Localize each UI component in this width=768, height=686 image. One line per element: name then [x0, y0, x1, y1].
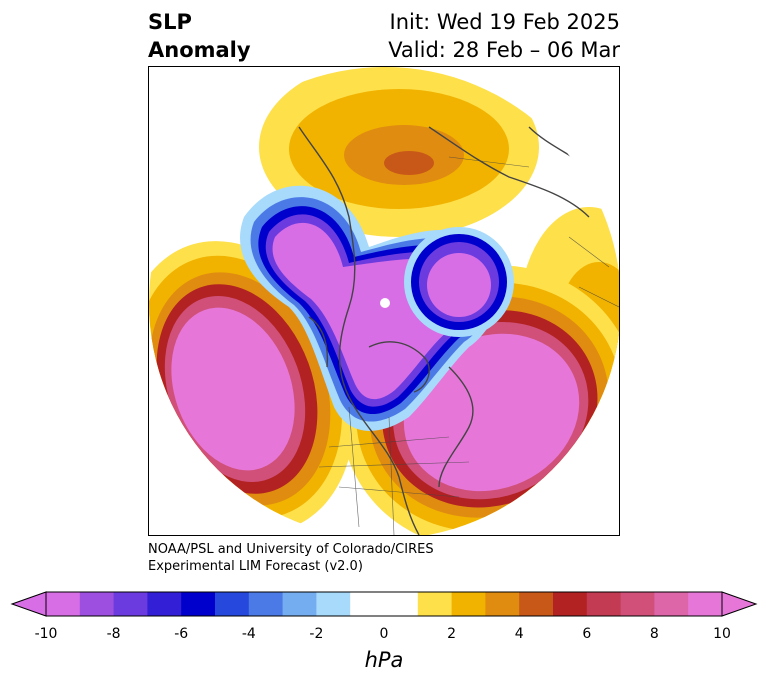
colorbar-block [688, 592, 723, 616]
colorbar-unit: hPa [364, 648, 404, 672]
map-graphic [149, 67, 619, 535]
north-pole-marker [380, 298, 390, 308]
colorbar-tick-label: -8 [106, 626, 121, 642]
colorbar-tick-label: 0 [379, 626, 389, 642]
init-date: Init: Wed 19 Feb 2025 [389, 10, 620, 34]
colorbar-block [384, 592, 419, 616]
colorbar-tick-label: 2 [447, 626, 457, 642]
valid-dates: Valid: 28 Feb – 06 Mar [388, 38, 620, 62]
colorbar-block [553, 592, 588, 616]
title-line-2: Anomaly [148, 38, 251, 62]
colorbar-block [316, 592, 351, 616]
colorbar-tick-label: -4 [241, 626, 256, 642]
colorbar-tick-label: 6 [582, 626, 592, 642]
colorbar-block [181, 592, 216, 616]
colorbar-block [248, 592, 284, 616]
credit-text: NOAA/PSL and University of Colorado/CIRE… [148, 541, 434, 575]
credit-line-2: Experimental LIM Forecast (v2.0) [148, 559, 363, 574]
colorbar-high-extension [721, 591, 758, 617]
colorbar-block [451, 592, 486, 616]
colorbar-block [417, 592, 453, 616]
colorbar-block [215, 592, 250, 616]
map-title: SLP Anomaly [148, 8, 251, 64]
colorbar-block [620, 592, 655, 616]
colorbar-tick-label: -10 [34, 626, 58, 642]
colorbar-block [282, 592, 317, 616]
colorbar-frame [45, 591, 723, 617]
colorbar-block [79, 592, 115, 616]
slp-anomaly-map [148, 66, 620, 536]
negative-anomaly-greenland [404, 227, 514, 337]
positive-anomaly-north [259, 67, 539, 237]
colorbar-tick-labels: -10 -8 -6 -4 -2 0 2 4 6 8 10 [0, 626, 768, 646]
colorbar-tick-label: -6 [174, 626, 189, 642]
colorbar-block [654, 592, 689, 616]
colorbar-block [113, 592, 148, 616]
forecast-dates: Init: Wed 19 Feb 2025 Valid: 28 Feb – 06… [388, 8, 620, 64]
colorbar-tick-label: 4 [514, 626, 524, 642]
colorbar-tick-label: 8 [649, 626, 659, 642]
colorbar-block [46, 592, 81, 616]
colorbar-block [586, 592, 622, 616]
colorbar-blocks [46, 592, 723, 616]
colorbar [10, 591, 758, 617]
colorbar-tick-label: -2 [309, 626, 324, 642]
title-line-1: SLP [148, 10, 192, 34]
colorbar-block [350, 592, 385, 616]
colorbar-tick-label: 10 [713, 626, 731, 642]
country-borders [318, 156, 619, 535]
colorbar-block [519, 592, 554, 616]
colorbar-block [147, 592, 182, 616]
colorbar-block [485, 592, 520, 616]
coastlines [298, 126, 600, 535]
credit-line-1: NOAA/PSL and University of Colorado/CIRE… [148, 542, 434, 557]
colorbar-low-extension [10, 591, 47, 617]
